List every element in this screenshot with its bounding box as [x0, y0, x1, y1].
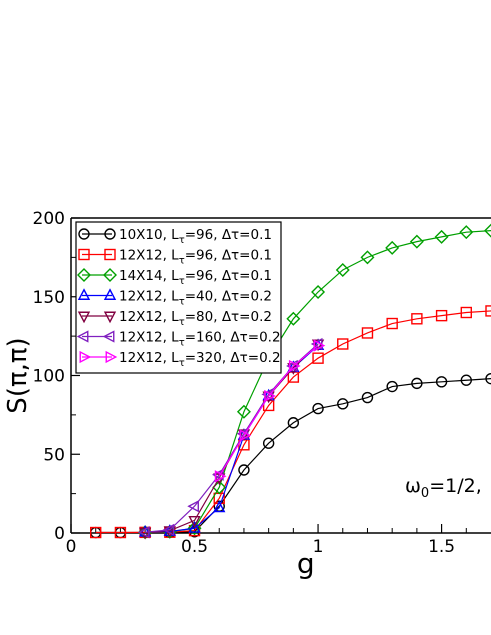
data-point	[312, 352, 324, 364]
y-tick-label: 0	[54, 524, 65, 544]
data-point	[411, 313, 423, 325]
data-point	[409, 234, 424, 249]
legend-entry: 10X10, Lτ=96, Δτ=0.1	[78, 227, 272, 246]
x-tick-label: 0	[66, 537, 77, 557]
legend-label: 12X12, Lτ=40, Δτ=0.2	[119, 289, 272, 308]
data-point	[77, 288, 91, 300]
data-point	[287, 360, 300, 373]
legend-entry: 12X12, Lτ=96, Δτ=0.1	[78, 248, 272, 267]
data-point	[360, 250, 375, 265]
x-axis-title: g	[297, 547, 315, 580]
data-point	[105, 350, 118, 364]
legend-label: 10X10, Lτ=96, Δτ=0.1	[119, 227, 272, 246]
data-point	[485, 372, 491, 385]
series-line	[145, 230, 491, 533]
data-point	[411, 377, 423, 390]
series-7	[214, 339, 326, 483]
legend-entry: 12X12, Lτ=40, Δτ=0.2	[77, 288, 272, 308]
y-axis-title: S(π,π)	[3, 337, 33, 413]
data-point	[485, 305, 491, 317]
series-1	[90, 372, 491, 539]
series-layer	[90, 223, 491, 540]
data-point	[103, 311, 117, 324]
data-point	[77, 311, 91, 324]
data-point	[459, 225, 474, 240]
data-point	[434, 229, 449, 244]
data-point	[137, 526, 150, 539]
data-point	[114, 526, 127, 539]
data-point	[386, 380, 398, 393]
data-point	[239, 429, 252, 442]
legend-label: 12X12, Lτ=160, Δτ=0.2	[119, 330, 281, 349]
data-point	[77, 268, 91, 282]
axis-ticks: 0 0.5 1 1.5 0 50 100 150 200	[33, 209, 467, 557]
data-point	[262, 437, 275, 449]
series-line	[95, 378, 491, 534]
data-point	[312, 402, 324, 415]
y-tick-label: 200	[33, 209, 65, 229]
data-point	[236, 404, 251, 419]
data-point	[213, 500, 226, 513]
legend-entry: 12X12, Lτ=80, Δτ=0.2	[77, 309, 272, 328]
data-point	[187, 500, 199, 513]
data-point	[188, 515, 201, 528]
legend-label: 12X12, Lτ=320, Δτ=0.2	[119, 350, 281, 369]
data-point	[264, 389, 276, 403]
data-point	[76, 330, 89, 343]
y-tick-label: 50	[43, 445, 65, 465]
data-point	[238, 464, 250, 476]
data-point	[103, 288, 117, 300]
data-point	[287, 417, 300, 429]
data-point	[361, 391, 374, 404]
annotation: ω0=1/2,	[405, 475, 482, 501]
data-point	[90, 526, 102, 539]
data-point	[435, 309, 448, 322]
legend: 10X10, Lτ=96, Δτ=0.1 12X12, Lτ=96, Δτ=0.1…	[75, 221, 282, 374]
data-point	[311, 285, 326, 300]
data-point	[435, 376, 448, 388]
data-point	[286, 359, 298, 373]
data-point	[104, 248, 116, 261]
data-point	[288, 359, 301, 373]
series-line	[218, 345, 319, 477]
data-point	[187, 521, 202, 536]
data-point	[78, 248, 90, 261]
data-point	[78, 228, 90, 240]
data-point	[337, 338, 349, 350]
data-point	[104, 228, 116, 240]
data-point	[361, 327, 374, 339]
data-point	[335, 262, 350, 277]
data-point	[385, 240, 400, 255]
data-point	[162, 523, 175, 537]
data-point	[286, 311, 301, 326]
data-point	[313, 339, 326, 352]
data-point	[460, 306, 472, 319]
legend-entry: 14X14, Lτ=96, Δτ=0.1	[77, 268, 272, 287]
data-point	[103, 268, 117, 282]
x-tick-label: 1.5	[428, 537, 455, 557]
legend-entry: 12X12, Lτ=160, Δτ=0.2	[76, 330, 281, 349]
legend-box	[75, 221, 282, 374]
y-tick-label: 150	[33, 288, 65, 308]
x-tick-label: 1	[313, 537, 324, 557]
data-point	[460, 374, 472, 386]
annotation-text: ω0=1/2,	[405, 475, 482, 501]
legend-label: 14X14, Lτ=96, Δτ=0.1	[119, 268, 272, 287]
data-point	[188, 521, 201, 533]
data-point	[484, 223, 491, 238]
data-point	[102, 330, 115, 343]
y-tick-label: 100	[33, 367, 65, 387]
legend-entry: 12X12, Lτ=320, Δτ=0.2	[79, 350, 281, 369]
data-point	[79, 350, 92, 364]
x-tick-label: 0.5	[181, 537, 208, 557]
legend-label: 12X12, Lτ=96, Δτ=0.1	[119, 248, 272, 267]
data-point	[386, 317, 398, 330]
data-point	[337, 398, 349, 410]
data-point	[214, 470, 227, 483]
legend-label: 12X12, Lτ=80, Δτ=0.2	[119, 309, 272, 328]
